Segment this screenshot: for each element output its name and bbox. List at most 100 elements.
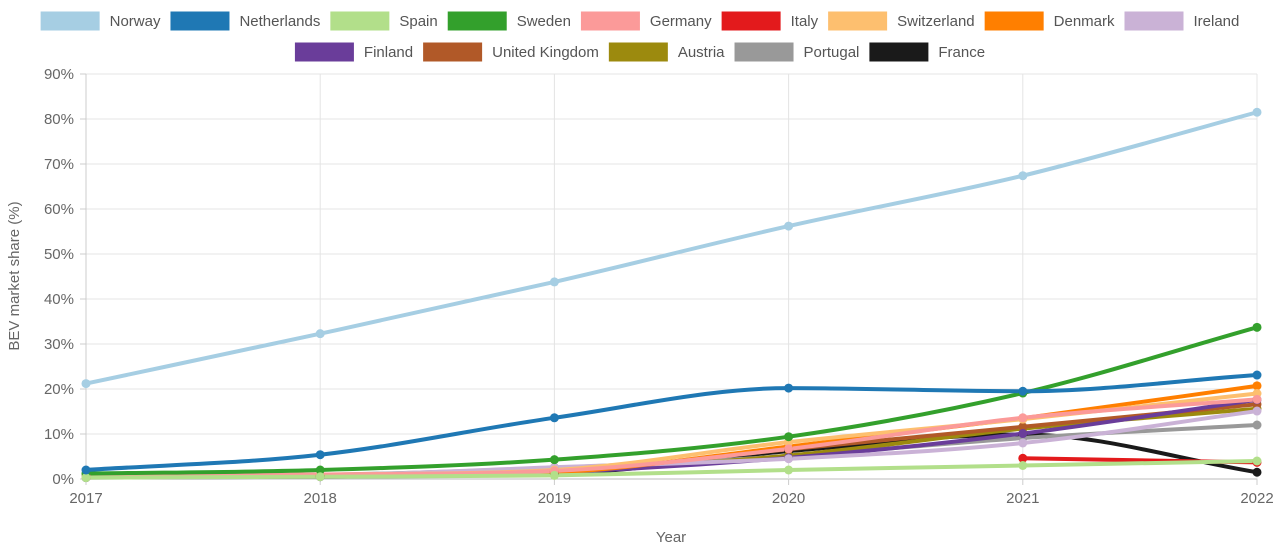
y-tick-label: 80% <box>44 111 74 128</box>
data-point-united-kingdom <box>1018 422 1028 432</box>
data-point-spain <box>81 473 91 483</box>
legend-swatch <box>869 42 929 62</box>
legend-item-germany: Germany <box>580 11 712 31</box>
data-point-ireland <box>784 454 794 464</box>
y-tick-label: 20% <box>44 381 74 398</box>
legend-label: Italy <box>791 13 819 30</box>
legend-swatch <box>1124 11 1184 31</box>
data-point-sweden <box>784 432 794 442</box>
x-axis-title: Year <box>656 529 686 546</box>
data-point-netherlands <box>1252 370 1262 380</box>
data-point-norway <box>1018 171 1028 181</box>
legend-swatch <box>828 11 888 31</box>
chart-grid <box>86 73 1258 480</box>
data-point-germany <box>784 444 794 454</box>
legend-item-norway: Norway <box>40 11 161 31</box>
data-point-spain <box>1018 461 1028 470</box>
legend-label: Switzerland <box>897 13 975 30</box>
data-point-portugal <box>1252 420 1262 430</box>
legend-swatch <box>330 11 390 31</box>
legend-swatch <box>721 11 781 31</box>
legend-swatch <box>447 11 507 31</box>
data-point-sweden <box>549 455 559 465</box>
legend-item-denmark: Denmark <box>984 11 1115 31</box>
data-point-germany <box>1252 394 1262 404</box>
y-tick-label: 90% <box>44 66 74 83</box>
data-point-ireland <box>1018 438 1028 448</box>
data-point-finland <box>1018 429 1028 439</box>
y-axis-title: BEV market share (%) <box>6 201 23 350</box>
y-tick-label: 10% <box>44 426 74 443</box>
legend-label: Spain <box>399 13 437 30</box>
x-tick-label: 2022 <box>1240 490 1273 507</box>
legend-swatch <box>294 42 354 62</box>
y-tick-label: 50% <box>44 246 74 263</box>
x-tick-label: 2017 <box>69 490 102 507</box>
data-point-spain <box>1252 456 1262 466</box>
data-point-netherlands <box>81 465 91 475</box>
legend-item-sweden: Sweden <box>447 11 571 31</box>
data-point-norway <box>1252 107 1262 117</box>
data-point-germany <box>1018 413 1028 423</box>
legend-label: Norway <box>110 13 161 30</box>
x-tick-label: 2018 <box>304 490 337 507</box>
y-tick-label: 30% <box>44 336 74 353</box>
x-tick-label: 2020 <box>772 490 805 507</box>
legend-item-united-kingdom: United Kingdom <box>423 42 599 62</box>
legend-label: Denmark <box>1054 13 1115 30</box>
legend-item-switzerland: Switzerland <box>828 11 975 31</box>
data-point-sweden <box>1252 322 1262 332</box>
data-point-netherlands <box>1018 386 1028 396</box>
legend-label: Sweden <box>517 13 571 30</box>
data-point-norway <box>549 277 559 287</box>
legend-label: Germany <box>650 13 712 30</box>
legend-swatch <box>40 11 100 31</box>
chart-legend: Norway Netherlands Spain Sweden Germany Italy… <box>40 11 1240 62</box>
legend-label: Austria <box>678 44 725 61</box>
data-point-netherlands <box>784 383 794 393</box>
legend-swatch <box>984 11 1044 31</box>
data-point-france <box>1252 467 1262 477</box>
data-point-spain <box>549 470 559 480</box>
legend-label: United Kingdom <box>492 44 599 61</box>
data-point-spain <box>315 472 325 482</box>
legend-swatch <box>580 11 640 31</box>
data-point-norway <box>81 379 91 389</box>
legend-item-ireland: Ireland <box>1124 11 1240 31</box>
legend-swatch <box>423 42 483 62</box>
series-lines <box>84 110 1259 480</box>
data-point-ireland <box>1252 406 1262 416</box>
y-tick-label: 0% <box>52 471 74 488</box>
x-tick-label: 2021 <box>1006 490 1039 507</box>
legend-label: Netherlands <box>239 13 320 30</box>
legend-swatch <box>608 42 668 62</box>
series-line-norway <box>84 110 1259 386</box>
legend-label: Portugal <box>804 44 860 61</box>
data-point-netherlands <box>549 413 559 423</box>
data-point-spain <box>784 465 794 475</box>
data-point-netherlands <box>315 450 325 460</box>
series-points <box>81 107 1262 483</box>
data-point-denmark <box>1252 381 1262 391</box>
legend-swatch <box>170 11 230 31</box>
series-line-sweden <box>84 325 1259 476</box>
series-line-netherlands <box>84 373 1259 472</box>
y-tick-label: 60% <box>44 201 74 218</box>
legend-label: Ireland <box>1194 13 1240 30</box>
x-axis: 2017 2018 2019 2020 2021 2022 <box>69 479 1274 507</box>
legend-label: France <box>938 44 985 61</box>
data-point-italy <box>1018 453 1028 463</box>
legend-item-netherlands: Netherlands <box>170 11 320 31</box>
y-axis: 0% 10% 20% 30% 40% 50% 60% 70% 80% 90% <box>44 66 87 488</box>
legend-swatch <box>734 42 794 62</box>
legend-item-finland: Finland <box>294 42 413 62</box>
data-point-sweden <box>315 465 325 475</box>
legend-item-france: France <box>869 42 985 62</box>
data-point-norway <box>315 329 325 339</box>
legend-label: Finland <box>364 44 413 61</box>
y-tick-label: 70% <box>44 156 74 173</box>
legend-item-austria: Austria <box>608 42 725 62</box>
series-line-spain <box>84 459 1259 480</box>
data-point-norway <box>784 221 794 231</box>
